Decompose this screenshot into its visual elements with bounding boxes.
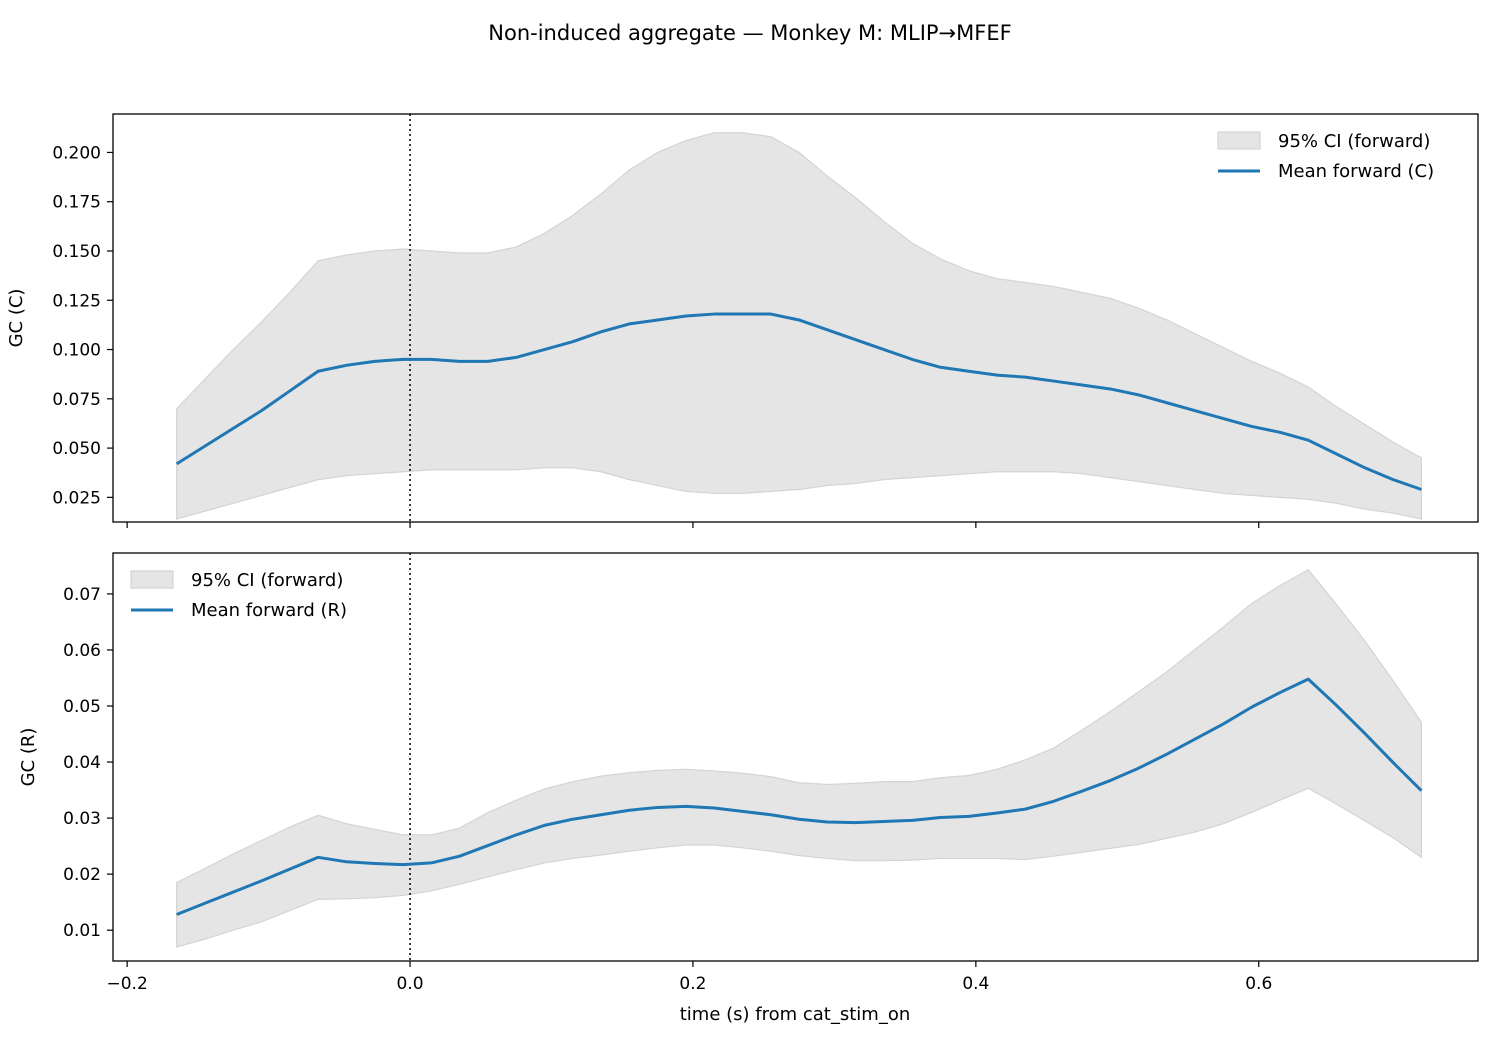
legend: 95% CI (forward) Mean forward (R) <box>130 570 347 621</box>
legend: 95% CI (forward) Mean forward (C) <box>1217 131 1434 182</box>
y-tick-label: 0.075 <box>52 390 101 410</box>
top-panel: 0.025 0.050 0.075 0.100 0.125 0.150 0.175 0.200… <box>6 113 1479 528</box>
legend-line-label: Mean forward (C) <box>1278 161 1434 182</box>
y-tick-label: 0.03 <box>63 809 101 829</box>
y-tick-label: 0.01 <box>63 921 101 941</box>
y-tick-label: 0.125 <box>52 291 101 311</box>
y-tick-label: 0.050 <box>52 439 101 459</box>
x-tick-label: 0.0 <box>397 974 424 994</box>
figure-title: Non-induced aggregate — Monkey M: MLIP→M… <box>488 21 1011 45</box>
y-tick-label: 0.200 <box>52 143 101 163</box>
ci-band <box>176 569 1423 948</box>
x-axis-label: time (s) from cat_stim_on <box>680 1004 911 1025</box>
axes-frame <box>112 552 1479 962</box>
x-tick-label: −0.2 <box>107 974 148 994</box>
legend-band-swatch <box>1217 131 1261 150</box>
y-axis-label: GC (R) <box>18 728 39 787</box>
y-tick-label: 0.05 <box>63 697 101 717</box>
legend-band-label: 95% CI (forward) <box>191 570 343 591</box>
x-tick-label: 0.2 <box>679 974 706 994</box>
x-tick-label: 0.4 <box>962 974 989 994</box>
y-tick-label: 0.150 <box>52 242 101 262</box>
y-tick-label: 0.06 <box>63 641 101 661</box>
mean-line <box>176 677 1423 916</box>
y-axis-label: GC (C) <box>6 289 27 348</box>
y-tick-label: 0.175 <box>52 193 101 213</box>
ci-band <box>176 132 1423 520</box>
y-tick-label: 0.02 <box>63 865 101 885</box>
legend-band-label: 95% CI (forward) <box>1278 131 1430 152</box>
bottom-panel: 0.01 0.02 0.03 0.04 0.05 0.06 0.07 −0.2 0.0 0.2 0.… <box>18 552 1479 994</box>
y-tick-label: 0.07 <box>63 585 101 605</box>
axes-frame <box>112 113 1479 523</box>
y-tick-label: 0.100 <box>52 341 101 361</box>
legend-line-label: Mean forward (R) <box>191 600 347 621</box>
legend-band-swatch <box>130 570 174 589</box>
x-tick-label: 0.6 <box>1245 974 1272 994</box>
mean-line <box>175 312 1422 491</box>
y-tick-label: 0.04 <box>63 753 101 773</box>
y-tick-label: 0.025 <box>52 488 101 508</box>
